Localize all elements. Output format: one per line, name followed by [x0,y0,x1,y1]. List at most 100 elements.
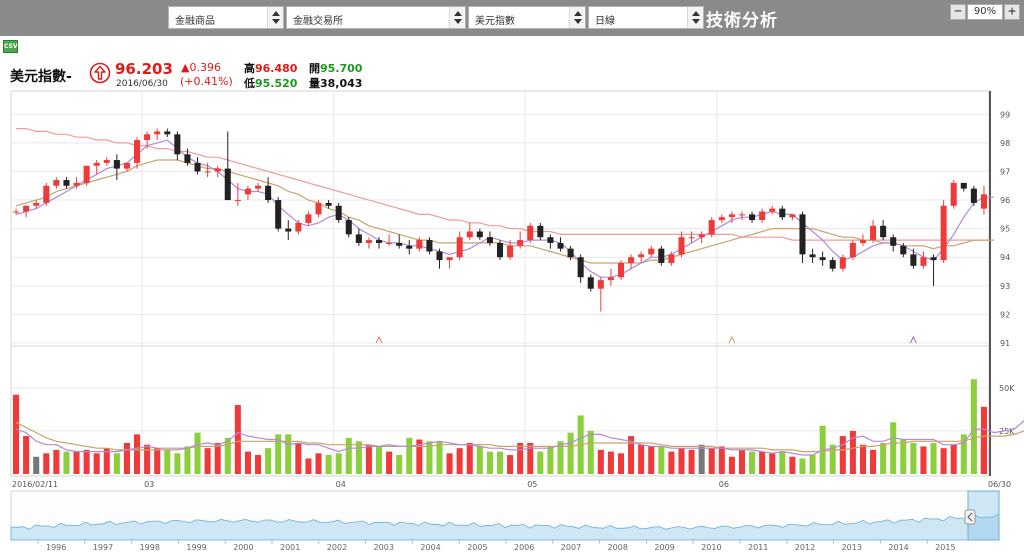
volume-bar [517,442,524,474]
candle-body [134,140,141,163]
candle-body [305,214,312,223]
volume-bar [204,448,211,474]
candle-body [970,188,977,203]
high-value: 高96.480 [244,62,298,75]
open-value: 開95.700 [309,62,363,75]
sma20-line [15,159,994,264]
candle-body [728,214,735,218]
volume-bar [315,453,322,474]
candle-body [678,237,685,255]
candle-body [849,242,856,258]
volume-ma-legend: 成交量 38,043↑ MA5 34,761↑ MA10 28,149↓ [11,347,263,363]
candle-body [214,168,221,172]
dropdown-label: 美元指數 [475,16,515,27]
exchange-dropdown[interactable]: 金融交易所 [286,6,466,29]
volume-bar [658,446,665,474]
crossover-marker-icon [728,335,736,344]
candle-body [406,245,413,249]
symbol-dropdown[interactable]: 美元指數 [468,6,586,29]
volume-bar [285,434,292,474]
candle-body [234,200,241,202]
candle-body [456,237,463,258]
year-label: 2010 [701,543,721,552]
candle-body [53,180,60,186]
candle-body [718,217,725,221]
volume-bar [164,449,171,474]
volume-legend: 成交量 38,043 [11,349,91,362]
chevron-left-icon [967,512,973,522]
volume-bar [214,442,221,474]
candle-body [769,208,776,212]
navigator-handle [964,509,976,525]
volume-bar [628,436,635,474]
volume-bar [123,442,130,474]
candle-body [13,211,20,213]
volume-bar [930,442,937,474]
vol-ma5-legend: MA5 34,761 [103,349,170,362]
candle-body [144,134,151,141]
year-label: 2009 [654,543,674,552]
candle-body [920,257,927,266]
volume-bar [678,448,685,474]
volume-bar [799,458,806,474]
volume-bar [295,442,302,474]
volume-value: 量38,043 [309,77,363,90]
volume-bar [910,442,917,474]
volume-bar [184,446,191,474]
candle-body [648,248,655,255]
candle-body [809,254,816,258]
zoom-in-button[interactable]: + [1004,4,1020,20]
volume-trend-icon: ↑ [90,349,97,362]
volume-bar [305,458,312,474]
volume-bar [980,406,987,474]
toolbar: 金融商品 金融交易所 美元指數 日線 技術分析 − 90% + [0,0,1024,36]
candle-body [113,160,120,169]
updown-arrows-icon [449,7,465,28]
zoom-out-button[interactable]: − [950,4,966,20]
sma5-legend: SMA5 96.124 [11,90,84,103]
volume-bar [507,455,514,474]
csv-export-button[interactable]: CSV [3,40,18,53]
candle-body [396,242,403,246]
volume-tick-label: 50K [999,384,1015,393]
sma60-legend: SMA60 94.557 [189,90,270,103]
candle-body [345,220,352,235]
candle-body [688,237,695,239]
ma5-trend-icon: ↑ [169,349,177,362]
candle-body [164,131,171,135]
volume-bar [728,456,735,474]
candle-body [174,134,181,155]
candle-body [607,277,614,281]
candle-body [617,262,625,278]
candle-body [466,231,473,238]
date-tick-label: 04 [336,480,346,489]
volume-bar [900,439,907,474]
volume-bar [456,448,463,474]
year-label: 2012 [795,543,815,552]
updown-arrows-icon [687,7,703,28]
candle-body [184,154,191,163]
volume-bar [386,451,393,474]
dropdown-label: 金融交易所 [293,16,343,27]
volume-bar [375,446,383,474]
volume-bar [809,455,816,474]
candle-body [517,240,524,246]
candle-body [527,225,534,241]
symbol-name: 美元指數- [10,69,72,85]
price-change: ▲0.396 [181,61,221,74]
candle-body [950,182,957,206]
volume-bar [527,442,534,474]
year-label: 1999 [186,543,206,552]
product-category-dropdown[interactable]: 金融商品 [168,6,284,29]
volume-bar [577,415,584,474]
volume-bar [254,455,262,474]
year-label: 1996 [46,543,66,552]
period-dropdown[interactable]: 日線 [588,6,704,29]
date-tick-label: 03 [144,480,154,489]
volume-ma10-line [15,421,1024,453]
volume-bar [779,451,786,474]
volume-bar [496,451,504,474]
volume-ma5-line [15,420,1024,456]
candle-body [154,131,161,135]
candle-body [375,240,383,243]
